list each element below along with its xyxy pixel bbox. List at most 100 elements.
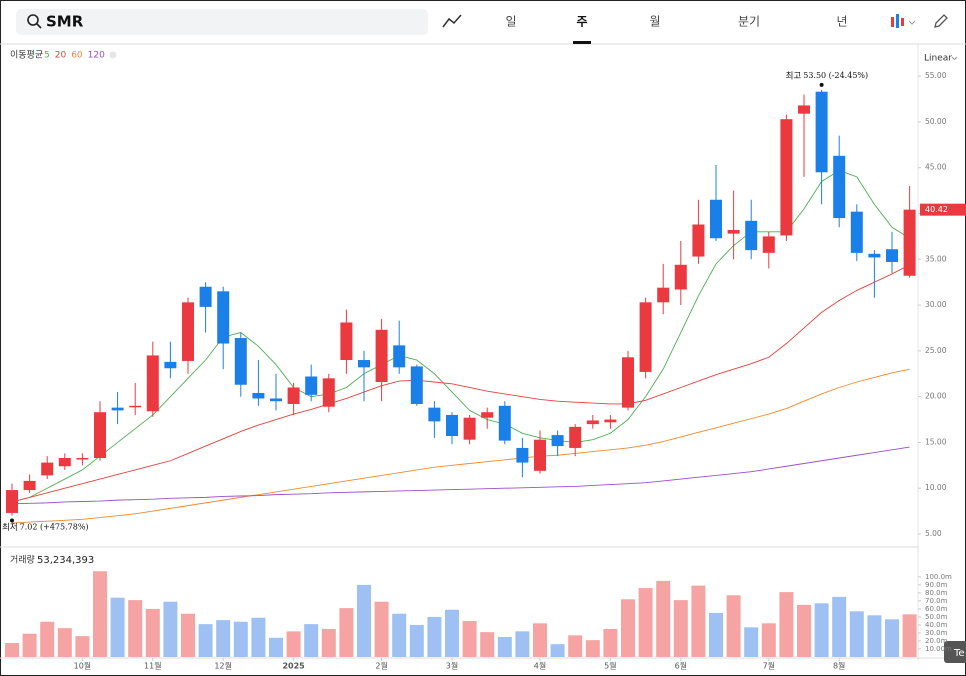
- volume-tick-label: 100.0m: [925, 573, 952, 581]
- tab-underline: [573, 41, 591, 44]
- annotation-label: 최저: [2, 522, 18, 533]
- volume-bar: [867, 615, 882, 657]
- y-tick-label: 15.00: [925, 437, 947, 446]
- volume-tick-label: 70.0m: [925, 597, 948, 605]
- icon-part: [896, 14, 899, 28]
- volume-bar: [304, 624, 319, 657]
- scale-toggle[interactable]: Linear: [924, 54, 952, 64]
- volume-bar: [198, 624, 213, 657]
- tab[interactable]: 분기: [738, 15, 760, 29]
- candle-body: [428, 407, 441, 422]
- volume-bar: [5, 642, 19, 657]
- tab[interactable]: 년: [836, 15, 847, 29]
- volume-bar: [321, 628, 336, 657]
- volume-bar: [93, 571, 107, 657]
- volume-bar: [533, 623, 547, 657]
- candle-body: [534, 439, 546, 471]
- volume-bar: [163, 601, 178, 657]
- candle-body: [252, 392, 265, 399]
- volume-bar: [691, 585, 706, 657]
- dropdown-icon: [908, 20, 916, 25]
- candle-body: [710, 199, 722, 239]
- candle-body: [780, 119, 793, 236]
- volume-tick-label: 30.0m: [925, 629, 948, 637]
- volume-bar: [110, 597, 125, 657]
- candle-body: [305, 376, 318, 395]
- search-icon: [36, 23, 42, 29]
- price-tag: [920, 203, 966, 216]
- x-tick-label: 6월: [675, 661, 687, 671]
- x-tick-label: 2월: [375, 661, 387, 671]
- candle-body: [903, 209, 916, 276]
- x-tick-label: 3월: [446, 661, 458, 671]
- tab[interactable]: 월: [649, 15, 660, 29]
- candle-body: [164, 361, 177, 369]
- candle-body: [798, 105, 810, 114]
- volume-bar: [709, 612, 723, 657]
- volume-bar: [673, 600, 688, 657]
- candle-body: [551, 435, 564, 447]
- candle-icon[interactable]: [891, 14, 904, 28]
- candle-body: [850, 211, 863, 253]
- candle-body: [375, 329, 388, 382]
- candle-body: [182, 302, 194, 361]
- candle-body: [41, 462, 54, 476]
- x-tick-label: 5월: [604, 661, 616, 671]
- price-tag-label: 40.42: [925, 205, 948, 214]
- candle-body: [287, 387, 300, 404]
- tab[interactable]: 일: [505, 15, 516, 29]
- y-tick-label: 50.00: [925, 117, 947, 126]
- candle-body: [199, 286, 212, 307]
- icon-part: [891, 17, 894, 27]
- volume-bar: [550, 644, 565, 657]
- volume-bar: [568, 635, 583, 657]
- ma-line: [11, 169, 910, 503]
- volume-bar: [744, 627, 759, 657]
- legend-entry: 5: [44, 51, 50, 61]
- volume-bar: [656, 580, 671, 657]
- volume-bar: [462, 620, 477, 657]
- candle-body: [745, 220, 758, 251]
- candle-body: [94, 412, 106, 459]
- volume-bar: [339, 608, 354, 657]
- candle-body: [516, 447, 529, 463]
- y-tick-label: 45.00: [925, 163, 947, 172]
- dropdown-icon: [951, 56, 958, 61]
- volume-bar: [585, 640, 600, 657]
- candle-body: [146, 355, 159, 412]
- volume-bar: [427, 616, 442, 657]
- volume-tick-label: 80.0m: [925, 589, 948, 597]
- volume-tick-label: 60.0m: [925, 605, 948, 613]
- y-tick-label: 10.00: [925, 483, 947, 492]
- candle-body: [358, 360, 370, 368]
- volume-bar: [409, 624, 424, 657]
- volume-bar: [57, 628, 72, 657]
- candle-body: [234, 338, 247, 385]
- candle-body: [410, 366, 423, 404]
- legend-settings: [109, 51, 117, 59]
- annotation-value: 53.50 (-24.45%): [803, 71, 868, 80]
- volume-bar: [251, 617, 266, 657]
- candle-body: [463, 417, 476, 440]
- tab[interactable]: 주: [576, 15, 587, 29]
- volume-bar: [603, 628, 618, 657]
- draw-icon[interactable]: [934, 14, 948, 28]
- volume-tick-label: 40.0m: [925, 621, 948, 629]
- candle-body: [76, 458, 89, 460]
- indicator-icon[interactable]: [442, 14, 462, 28]
- candle-body: [111, 407, 124, 411]
- x-tick-label: 12월: [214, 661, 232, 671]
- search-text: SMR: [46, 13, 84, 31]
- tooltip-text: Te: [953, 648, 965, 659]
- candle-body: [322, 378, 335, 407]
- volume-bar: [902, 614, 917, 657]
- search-box[interactable]: [16, 9, 428, 35]
- ma-line: [11, 368, 910, 524]
- volume-bar: [515, 631, 530, 657]
- volume-bar: [779, 592, 794, 657]
- volume-bar: [22, 633, 37, 657]
- annotation-value: 7.02 (+475.78%): [20, 523, 89, 532]
- icon-part: [901, 18, 904, 26]
- volume-tick-label: 90.0m: [925, 581, 948, 589]
- candle-body: [815, 91, 828, 173]
